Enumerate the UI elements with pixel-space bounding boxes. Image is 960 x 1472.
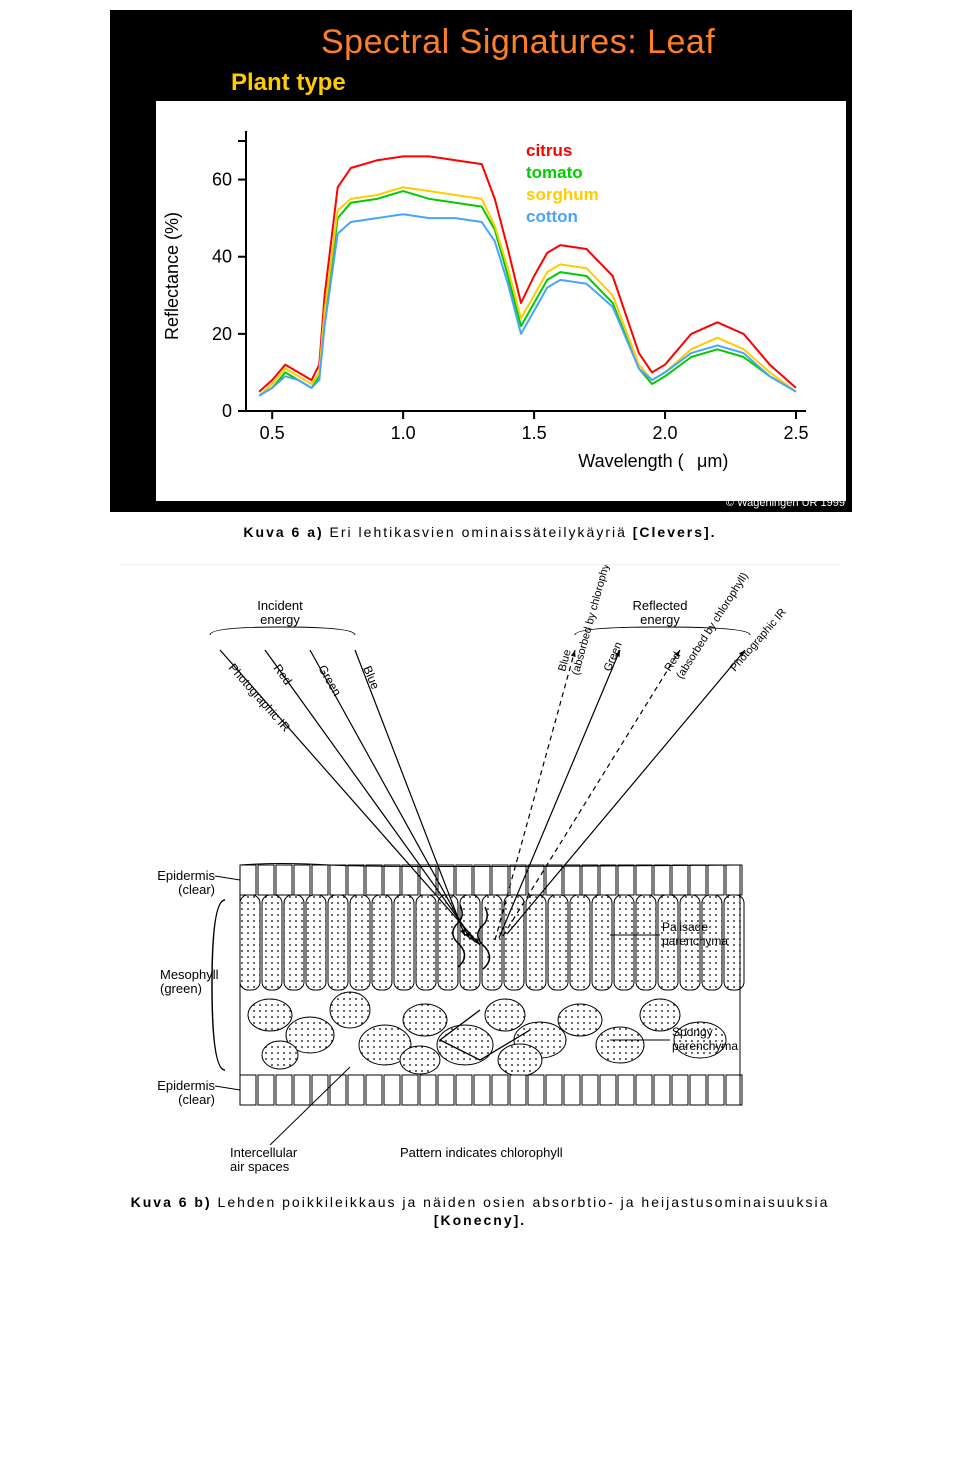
svg-text:Epidermis: Epidermis	[157, 1078, 215, 1093]
figure-1-title: Spectral Signatures: Leaf	[321, 23, 715, 62]
svg-text:parenchyma: parenchyma	[662, 934, 728, 948]
caption-1-cite: [Clevers].	[633, 524, 717, 540]
figure-1-caption: Kuva 6 a) Eri lehtikasvien ominaissäteil…	[50, 524, 910, 540]
svg-text:(clear): (clear)	[178, 882, 215, 897]
svg-text:Epidermis: Epidermis	[157, 868, 215, 883]
caption-2-prefix: Kuva 6 b)	[131, 1194, 212, 1210]
caption-1-text: Eri lehtikasvien ominaissäteilykäyriä	[324, 524, 633, 540]
copyright-text: © Wageningen UR 1999	[726, 497, 845, 509]
svg-text:energy: energy	[260, 612, 300, 627]
document-page: Spectral Signatures: Leaf Plant type 0 20…	[0, 0, 960, 1228]
svg-text:Mesophyll: Mesophyll	[160, 967, 219, 982]
leaf-diagram-svg: IncidentenergyReflectedenergyPhotographi…	[120, 565, 840, 1180]
svg-text:1.0: 1.0	[391, 423, 416, 443]
svg-text:20: 20	[212, 324, 232, 344]
svg-text:Reflected: Reflected	[633, 598, 688, 613]
svg-text:60: 60	[212, 170, 232, 190]
svg-text:Green: Green	[315, 663, 344, 699]
svg-text:Red: Red	[271, 662, 295, 688]
caption-2-text: Lehden poikkileikkaus ja näiden osien ab…	[212, 1194, 830, 1210]
svg-text:cotton: cotton	[526, 207, 578, 226]
svg-text:Incident: Incident	[257, 598, 303, 613]
figure-2-caption-line1: Kuva 6 b) Lehden poikkileikkaus ja näide…	[20, 1194, 940, 1210]
figure-2: IncidentenergyReflectedenergyPhotographi…	[120, 564, 840, 1180]
svg-text:citrus: citrus	[526, 141, 572, 160]
svg-text:Wavelength (: Wavelength (	[578, 451, 683, 471]
svg-text:Palisade: Palisade	[662, 920, 708, 934]
svg-text:1.5: 1.5	[522, 423, 547, 443]
svg-text:(green): (green)	[160, 981, 202, 996]
caption-1-prefix: Kuva 6 a)	[243, 524, 323, 540]
svg-text:(clear): (clear)	[178, 1092, 215, 1107]
figure-1-subtitle: Plant type	[231, 69, 346, 97]
svg-text:2.0: 2.0	[653, 423, 678, 443]
svg-text:Spongy: Spongy	[672, 1025, 713, 1039]
svg-text:2.5: 2.5	[783, 423, 808, 443]
svg-text:sorghum: sorghum	[526, 185, 599, 204]
svg-text:0.5: 0.5	[260, 423, 285, 443]
svg-text:energy: energy	[640, 612, 680, 627]
spectral-chart-svg: 0 20 40 60 0.5 1.0 1.5 2.0 2.5 Reflectance (%) Wav…	[156, 101, 846, 501]
figure-2-caption-line2: [Konecny].	[0, 1212, 960, 1228]
svg-text:μm): μm)	[697, 451, 728, 471]
svg-text:Blue: Blue	[360, 664, 382, 692]
svg-text:0: 0	[222, 401, 232, 421]
figure-2-container: IncidentenergyReflectedenergyPhotographi…	[120, 564, 840, 1180]
svg-text:Pattern indicates chlorophyll: Pattern indicates chlorophyll	[400, 1145, 563, 1160]
figure-1-container: Spectral Signatures: Leaf Plant type 0 20…	[110, 0, 850, 512]
svg-text:40: 40	[212, 247, 232, 267]
caption-2-cite: [Konecny].	[434, 1212, 526, 1228]
svg-text:air spaces: air spaces	[230, 1159, 290, 1174]
svg-text:Reflectance (%): Reflectance (%)	[162, 212, 182, 340]
svg-text:Intercellular: Intercellular	[230, 1145, 298, 1160]
svg-text:Green: Green	[602, 640, 625, 673]
figure-1: Spectral Signatures: Leaf Plant type 0 20…	[110, 10, 852, 512]
svg-text:Photographic IR: Photographic IR	[728, 606, 789, 674]
chart-plot-area: 0 20 40 60 0.5 1.0 1.5 2.0 2.5 Reflectance (%) Wav…	[156, 101, 846, 501]
svg-text:parenchyma: parenchyma	[672, 1039, 738, 1053]
svg-text:tomato: tomato	[526, 163, 583, 182]
